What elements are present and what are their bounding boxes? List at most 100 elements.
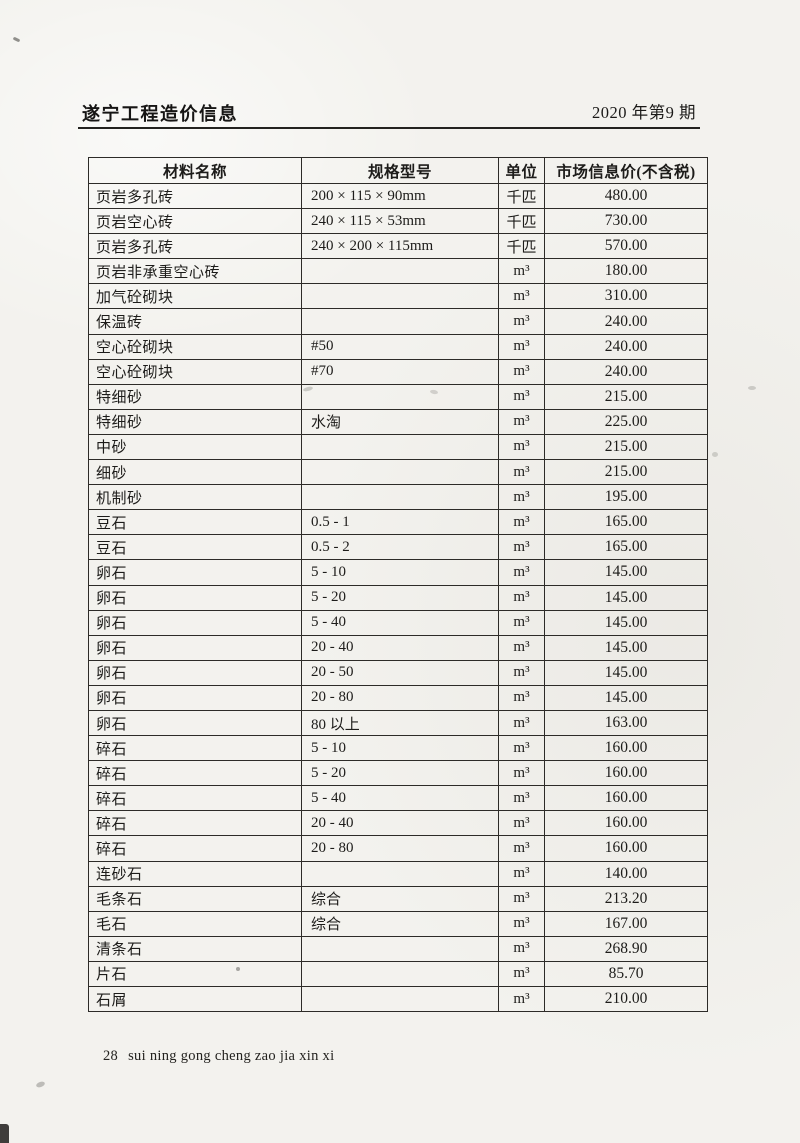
table-cell: 215.00 bbox=[544, 433, 708, 461]
column-header: 单位 bbox=[498, 157, 545, 184]
table-cell: 5 - 40 bbox=[301, 785, 499, 812]
table-cell: 167.00 bbox=[544, 910, 708, 937]
materials-price-table: 材料名称 规格型号 单位 市场信息价(不含税) 页岩多孔砖 200 × 115 × 90… bbox=[88, 157, 708, 1013]
table-cell: 豆石 bbox=[88, 509, 302, 536]
table-cell: 240 × 200 × 115mm bbox=[301, 233, 499, 260]
table-cell: m³ bbox=[498, 985, 545, 1013]
table-cell: 卵石 bbox=[88, 659, 302, 686]
table-cell: 730.00 bbox=[544, 208, 708, 235]
table-cell: 页岩多孔砖 bbox=[88, 182, 302, 210]
table-cell: 碎石 bbox=[88, 785, 302, 812]
table-cell: 20 - 40 bbox=[301, 634, 499, 661]
table-cell: 215.00 bbox=[544, 383, 708, 410]
table-cell: 145.00 bbox=[544, 684, 708, 711]
table-cell: 页岩非承重空心砖 bbox=[88, 258, 302, 285]
table-cell: 豆石 bbox=[88, 534, 302, 561]
table-cell: 水淘 bbox=[301, 408, 499, 435]
table-cell: 卵石 bbox=[88, 634, 302, 661]
table-cell: 卵石 bbox=[88, 584, 302, 611]
table-cell: 中砂 bbox=[88, 433, 302, 461]
table-cell: 卵石 bbox=[88, 709, 302, 737]
table-row: 细砂 m³ 215.00 bbox=[88, 459, 708, 486]
table-row: 特细砂 m³ 215.00 bbox=[88, 383, 708, 410]
table-cell: 卵石 bbox=[88, 684, 302, 711]
table-cell: 165.00 bbox=[544, 534, 708, 561]
table-cell: 片石 bbox=[88, 960, 302, 988]
table-cell: 5 - 10 bbox=[301, 735, 499, 762]
table-cell: 240.00 bbox=[544, 308, 708, 335]
table-cell: 卵石 bbox=[88, 609, 302, 636]
table-row: 碎石 5 - 40 m³ 160.00 bbox=[88, 785, 708, 812]
table-row: 碎石 20 - 40 m³ 160.00 bbox=[88, 810, 708, 837]
table-cell: 145.00 bbox=[544, 584, 708, 611]
table-row: 清条石 m³ 268.90 bbox=[88, 935, 708, 962]
table-row: 毛条石 综合 m³ 213.20 bbox=[88, 885, 708, 912]
table-cell: m³ bbox=[498, 484, 545, 511]
table-cell: 160.00 bbox=[544, 735, 708, 762]
table-cell: 215.00 bbox=[544, 459, 708, 486]
table-cell: m³ bbox=[498, 333, 545, 360]
table-row: 碎石 20 - 80 m³ 160.00 bbox=[88, 835, 708, 862]
table-row: 豆石 0.5 - 2 m³ 165.00 bbox=[88, 534, 708, 561]
table-cell: #70 bbox=[301, 358, 499, 385]
table-cell: 200 × 115 × 90mm bbox=[301, 182, 499, 210]
table-cell: 保温砖 bbox=[88, 308, 302, 335]
table-cell: m³ bbox=[498, 960, 545, 988]
table-cell: 480.00 bbox=[544, 182, 708, 210]
table-row: 卵石 20 - 40 m³ 145.00 bbox=[88, 634, 708, 661]
table-cell: 85.70 bbox=[544, 960, 708, 988]
scan-noise-speck bbox=[0, 1124, 9, 1143]
table-cell: m³ bbox=[498, 810, 545, 837]
table-row: 石屑 m³ 210.00 bbox=[88, 985, 708, 1013]
table-row: 中砂 m³ 215.00 bbox=[88, 433, 708, 461]
table-cell: m³ bbox=[498, 283, 545, 310]
table-cell: 碎石 bbox=[88, 835, 302, 862]
table-cell: m³ bbox=[498, 358, 545, 385]
table-cell: 千匹 bbox=[498, 233, 545, 260]
table-row: 页岩空心砖 240 × 115 × 53mm 千匹 730.00 bbox=[88, 208, 708, 235]
header-rule bbox=[78, 127, 700, 129]
table-cell: m³ bbox=[498, 885, 545, 912]
table-cell: m³ bbox=[498, 258, 545, 285]
table-cell: 20 - 50 bbox=[301, 659, 499, 686]
table-cell bbox=[301, 459, 499, 486]
table-cell: 20 - 80 bbox=[301, 684, 499, 711]
table-cell: m³ bbox=[498, 910, 545, 937]
table-row: 页岩多孔砖 240 × 200 × 115mm 千匹 570.00 bbox=[88, 233, 708, 260]
table-cell: m³ bbox=[498, 534, 545, 561]
table-cell bbox=[301, 258, 499, 285]
table-row: 空心砼砌块 #70 m³ 240.00 bbox=[88, 358, 708, 385]
table-cell bbox=[301, 484, 499, 511]
table-row: 页岩多孔砖 200 × 115 × 90mm 千匹 480.00 bbox=[88, 182, 708, 210]
scan-noise-speck bbox=[748, 386, 756, 390]
page-footer: 28 sui ning gong cheng zao jia xin xi bbox=[103, 1048, 334, 1065]
table-cell: 145.00 bbox=[544, 659, 708, 686]
table-row: 卵石 5 - 10 m³ 145.00 bbox=[88, 559, 708, 586]
table-cell bbox=[301, 283, 499, 310]
table-cell: 碎石 bbox=[88, 760, 302, 787]
table-cell: 空心砼砌块 bbox=[88, 333, 302, 360]
table-cell: 特细砂 bbox=[88, 383, 302, 410]
table-cell: 165.00 bbox=[544, 509, 708, 536]
table-cell: 225.00 bbox=[544, 408, 708, 435]
table-cell: 毛石 bbox=[88, 910, 302, 937]
table-cell: 140.00 bbox=[544, 860, 708, 887]
table-row: 毛石 综合 m³ 167.00 bbox=[88, 910, 708, 937]
table-cell: m³ bbox=[498, 835, 545, 862]
table-cell: 清条石 bbox=[88, 935, 302, 962]
table-row: 卵石 5 - 20 m³ 145.00 bbox=[88, 584, 708, 611]
table-row: 页岩非承重空心砖 m³ 180.00 bbox=[88, 258, 708, 285]
table-cell: m³ bbox=[498, 709, 545, 737]
table-cell bbox=[301, 960, 499, 988]
table-cell: 页岩空心砖 bbox=[88, 208, 302, 235]
table-header-row: 材料名称 规格型号 单位 市场信息价(不含税) bbox=[88, 157, 708, 184]
table-cell: m³ bbox=[498, 735, 545, 762]
table-cell: 160.00 bbox=[544, 835, 708, 862]
table-cell: #50 bbox=[301, 333, 499, 360]
table-cell: 碎石 bbox=[88, 810, 302, 837]
table-cell: 5 - 20 bbox=[301, 584, 499, 611]
column-header: 材料名称 bbox=[88, 157, 302, 184]
table-cell: m³ bbox=[498, 935, 545, 962]
table-cell bbox=[301, 985, 499, 1013]
